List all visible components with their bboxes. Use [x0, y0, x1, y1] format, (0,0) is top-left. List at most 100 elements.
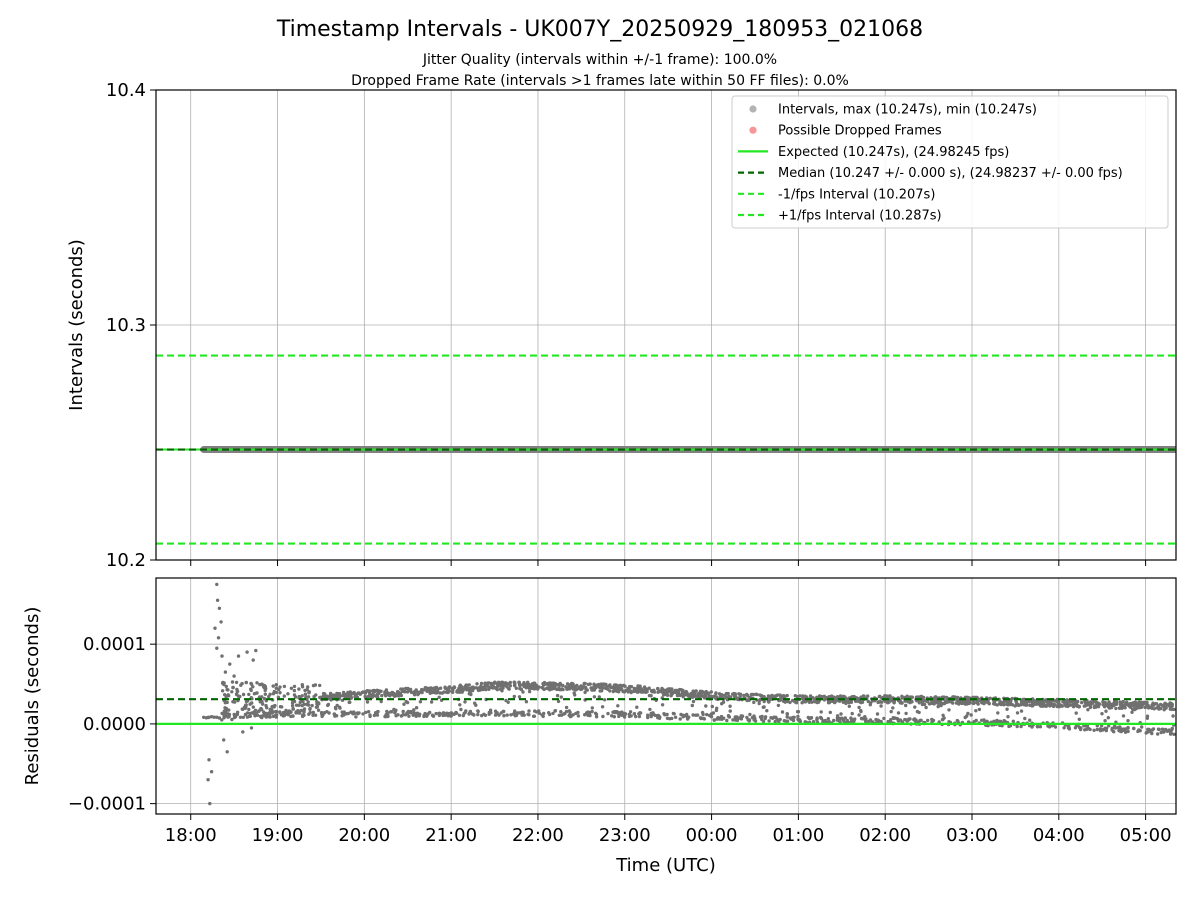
residual-point: [278, 685, 282, 689]
residual-point: [813, 700, 817, 704]
residual-point: [356, 691, 361, 695]
residual-point: [306, 695, 311, 699]
residual-point: [416, 692, 420, 697]
residual-point: [657, 716, 662, 720]
residual-point: [1165, 729, 1170, 733]
residual-point: [740, 714, 745, 718]
residual-point: [343, 694, 348, 699]
residual-point: [936, 704, 940, 709]
residuals-marks: [156, 582, 1176, 806]
residual-point: [479, 685, 483, 690]
residual-point: [263, 692, 267, 696]
residual-point: [1080, 700, 1084, 705]
residual-point: [271, 684, 275, 688]
residual-point: [396, 713, 400, 717]
residual-point: [668, 717, 672, 721]
residual-point: [992, 702, 996, 706]
residual-point: [262, 683, 266, 688]
residual-point: [728, 704, 732, 708]
residual-point: [289, 686, 294, 690]
residual-point: [207, 715, 211, 719]
residual-point: [761, 719, 766, 724]
residual-point: [941, 713, 945, 717]
residual-point: [710, 704, 714, 709]
residual-point: [753, 719, 758, 723]
residual-point: [401, 709, 405, 714]
residual-point: [714, 708, 719, 713]
residual-point: [1121, 699, 1125, 704]
residual-point: [932, 702, 936, 706]
residual-point: [966, 711, 970, 716]
residual-point: [1131, 703, 1136, 708]
residual-point: [236, 654, 241, 658]
residual-point: [733, 718, 738, 722]
residual-point: [793, 700, 797, 704]
residual-point: [297, 687, 301, 691]
residual-point: [571, 682, 575, 686]
residual-point: [505, 713, 509, 717]
residual-point: [487, 686, 491, 690]
residual-point: [251, 705, 255, 709]
residual-point: [670, 687, 674, 691]
residual-point: [542, 683, 546, 687]
residual-point: [656, 687, 660, 691]
residual-point: [425, 689, 429, 693]
residual-point: [463, 684, 468, 689]
residual-point: [251, 658, 255, 662]
residual-point: [964, 699, 968, 704]
residual-point: [443, 686, 447, 690]
residual-point: [776, 703, 781, 708]
residual-point: [278, 710, 282, 714]
residual-point: [354, 715, 358, 719]
residual-point: [715, 695, 719, 699]
residual-point: [798, 694, 802, 698]
residual-point: [889, 718, 893, 722]
intervals-x-ticks: [190, 560, 1147, 566]
residual-point: [942, 701, 947, 706]
residual-point: [300, 714, 305, 719]
residual-point: [801, 694, 805, 698]
residual-point: [231, 685, 235, 690]
residual-point: [585, 688, 589, 692]
residual-point: [610, 685, 615, 690]
residual-point: [1069, 703, 1073, 707]
residual-point: [1117, 728, 1121, 733]
residual-point: [397, 691, 401, 695]
residual-point: [455, 711, 459, 715]
residual-point: [691, 694, 695, 698]
residual-point: [562, 712, 566, 716]
residual-point: [527, 713, 531, 717]
residual-point: [600, 682, 604, 686]
residual-point: [241, 692, 246, 697]
residual-point: [449, 714, 453, 718]
residual-point: [1043, 704, 1047, 708]
residual-point: [752, 700, 756, 705]
residual-point: [220, 654, 224, 658]
residual-point: [646, 715, 650, 720]
residual-point: [600, 705, 605, 709]
residual-point: [747, 698, 751, 702]
residual-point: [219, 620, 223, 624]
residual-point: [1062, 726, 1066, 730]
residual-point: [762, 699, 766, 704]
residual-point: [1106, 705, 1111, 709]
residual-point: [247, 692, 251, 697]
residual-point: [278, 691, 282, 695]
residual-point: [521, 690, 525, 694]
residual-point: [618, 683, 623, 687]
residual-point: [965, 695, 970, 699]
intervals-y-axis-label: Intervals (seconds): [66, 239, 87, 411]
residual-point: [1172, 732, 1176, 736]
residual-point: [551, 711, 555, 716]
residual-point: [306, 685, 310, 689]
residual-point: [885, 694, 889, 698]
residual-point: [648, 707, 652, 712]
residual-point: [310, 703, 314, 708]
residual-point: [832, 695, 836, 699]
residual-point: [371, 689, 375, 693]
residual-point: [1096, 701, 1101, 706]
residual-point: [892, 701, 896, 705]
residual-point: [1013, 704, 1017, 708]
residual-point: [402, 702, 406, 706]
